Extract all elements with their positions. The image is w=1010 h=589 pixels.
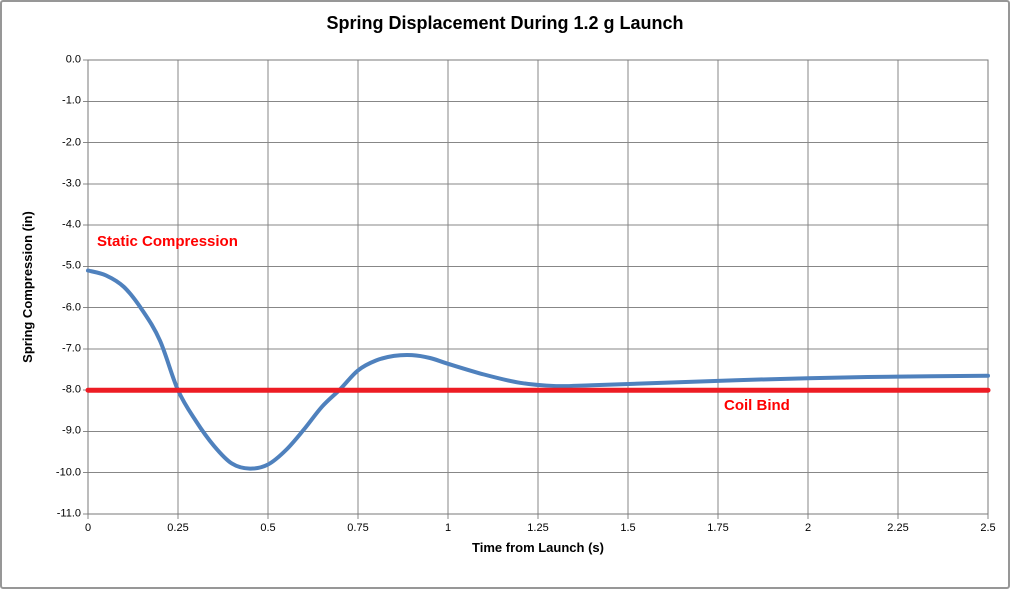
x-tick-label: 0.5 bbox=[260, 522, 276, 534]
y-axis-title: Spring Compression (in) bbox=[20, 211, 35, 363]
y-tick-label: -10.0 bbox=[55, 466, 81, 479]
y-tick-label: -4.0 bbox=[62, 218, 81, 231]
x-axis-title: Time from Launch (s) bbox=[472, 540, 604, 555]
x-tick-label: 1.5 bbox=[620, 522, 636, 534]
x-tick-label: 1 bbox=[444, 522, 452, 534]
y-tick-label: -2.0 bbox=[62, 136, 81, 149]
x-tick-label: 0.25 bbox=[167, 522, 189, 534]
y-tick-label: 0.0 bbox=[65, 53, 81, 66]
chart-title: Spring Displacement During 1.2 g Launch bbox=[326, 13, 684, 33]
y-tick-label: -11.0 bbox=[56, 507, 81, 520]
x-tick-label: 0 bbox=[84, 522, 92, 534]
x-tick-label: 1.75 bbox=[707, 522, 729, 534]
y-tick-label: -9.0 bbox=[62, 424, 81, 437]
y-tick-label: -7.0 bbox=[62, 342, 81, 355]
y-tick-label: -1.0 bbox=[62, 94, 81, 107]
plot-border bbox=[87, 59, 989, 515]
y-tick-label: -6.0 bbox=[62, 301, 81, 314]
x-tick-label: 1.25 bbox=[527, 522, 549, 534]
y-tick-label: -5.0 bbox=[62, 259, 81, 272]
x-tick-label: 2 bbox=[804, 522, 812, 534]
y-tick-label: -3.0 bbox=[62, 177, 81, 190]
x-tick-label: 2.25 bbox=[887, 522, 909, 534]
static-compression-annotation: Static Compression bbox=[97, 233, 238, 250]
coil-bind-annotation: Coil Bind bbox=[724, 397, 790, 414]
y-tick-label: -8.0 bbox=[62, 383, 81, 396]
x-tick-label: 0.75 bbox=[347, 522, 369, 534]
x-tick-label: 2.5 bbox=[980, 522, 996, 534]
